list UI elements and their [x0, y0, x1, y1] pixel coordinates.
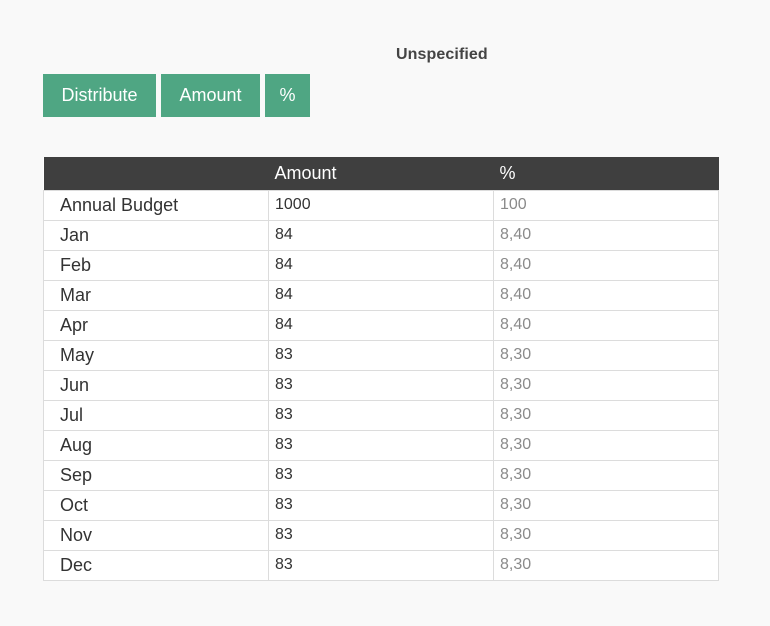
percent-cell: 8,40	[493, 309, 719, 341]
amount-input[interactable]	[275, 316, 487, 334]
percent-cell: 8,30	[493, 459, 719, 491]
amount-input[interactable]	[275, 436, 487, 454]
amount-input[interactable]	[275, 346, 487, 364]
row-label: Sep	[43, 459, 269, 491]
header-amount: Amount	[268, 157, 494, 190]
percent-cell: 8,30	[493, 519, 719, 551]
row-label: Jul	[43, 399, 269, 431]
amount-input[interactable]	[275, 256, 487, 274]
table-row: May 8,30	[43, 339, 719, 371]
header-label	[43, 157, 269, 190]
row-label: Oct	[43, 489, 269, 521]
amount-cell	[268, 339, 494, 371]
table-row: Feb 8,40	[43, 249, 719, 281]
percent-cell: 8,30	[493, 339, 719, 371]
page-title: Unspecified	[396, 46, 488, 63]
amount-cell	[268, 189, 494, 221]
row-label: Aug	[43, 429, 269, 461]
amount-cell	[268, 429, 494, 461]
row-label: Apr	[43, 309, 269, 341]
amount-input[interactable]	[275, 376, 487, 394]
table-row: Apr 8,40	[43, 309, 719, 341]
budget-table: Amount % Annual Budget100Jan8,40Feb8,40M…	[43, 157, 719, 581]
amount-cell	[268, 459, 494, 491]
table-row: Aug 8,30	[43, 429, 719, 461]
amount-cell	[268, 369, 494, 401]
amount-input[interactable]	[275, 406, 487, 424]
amount-input[interactable]	[275, 556, 487, 574]
percent-cell: 8,40	[493, 279, 719, 311]
percent-cell: 8,40	[493, 219, 719, 251]
table-row: Nov 8,30	[43, 519, 719, 551]
table-row: Jan 8,40	[43, 219, 719, 251]
amount-cell	[268, 519, 494, 551]
amount-cell	[268, 489, 494, 521]
percent-cell: 8,30	[493, 369, 719, 401]
amount-input[interactable]	[275, 286, 487, 304]
amount-cell	[268, 279, 494, 311]
amount-input[interactable]	[275, 226, 487, 244]
table-row: Annual Budget 100	[43, 189, 719, 221]
row-label: May	[43, 339, 269, 371]
percent-cell: 8,30	[493, 429, 719, 461]
table-row: Jun 8,30	[43, 369, 719, 401]
row-label: Mar	[43, 279, 269, 311]
header-percent: %	[493, 157, 719, 190]
table-row: Jul 8,30	[43, 399, 719, 431]
row-label: Nov	[43, 519, 269, 551]
percent-button[interactable]: %	[265, 74, 310, 117]
amount-cell	[268, 249, 494, 281]
amount-cell	[268, 309, 494, 341]
amount-button[interactable]: Amount	[161, 74, 260, 117]
amount-input[interactable]	[275, 466, 487, 484]
amount-input[interactable]	[275, 196, 487, 214]
percent-cell: 8,30	[493, 399, 719, 431]
table-body: Annual Budget100Jan8,40Feb8,40Mar8,40Apr…	[43, 189, 719, 581]
percent-cell: 100	[493, 189, 719, 221]
row-label: Annual Budget	[43, 189, 269, 221]
table-row: Oct 8,30	[43, 489, 719, 521]
row-label: Dec	[43, 549, 269, 581]
amount-input[interactable]	[275, 526, 487, 544]
percent-cell: 8,40	[493, 249, 719, 281]
table-row: Mar 8,40	[43, 279, 719, 311]
distribute-button[interactable]: Distribute	[43, 74, 156, 117]
table-row: Sep 8,30	[43, 459, 719, 491]
row-label: Feb	[43, 249, 269, 281]
table-header-row: Amount %	[43, 157, 719, 190]
row-label: Jan	[43, 219, 269, 251]
mode-button-group: Distribute Amount %	[43, 74, 310, 117]
percent-cell: 8,30	[493, 549, 719, 581]
amount-cell	[268, 549, 494, 581]
amount-cell	[268, 219, 494, 251]
row-label: Jun	[43, 369, 269, 401]
table-row: Dec 8,30	[43, 549, 719, 581]
amount-input[interactable]	[275, 496, 487, 514]
amount-cell	[268, 399, 494, 431]
percent-cell: 8,30	[493, 489, 719, 521]
